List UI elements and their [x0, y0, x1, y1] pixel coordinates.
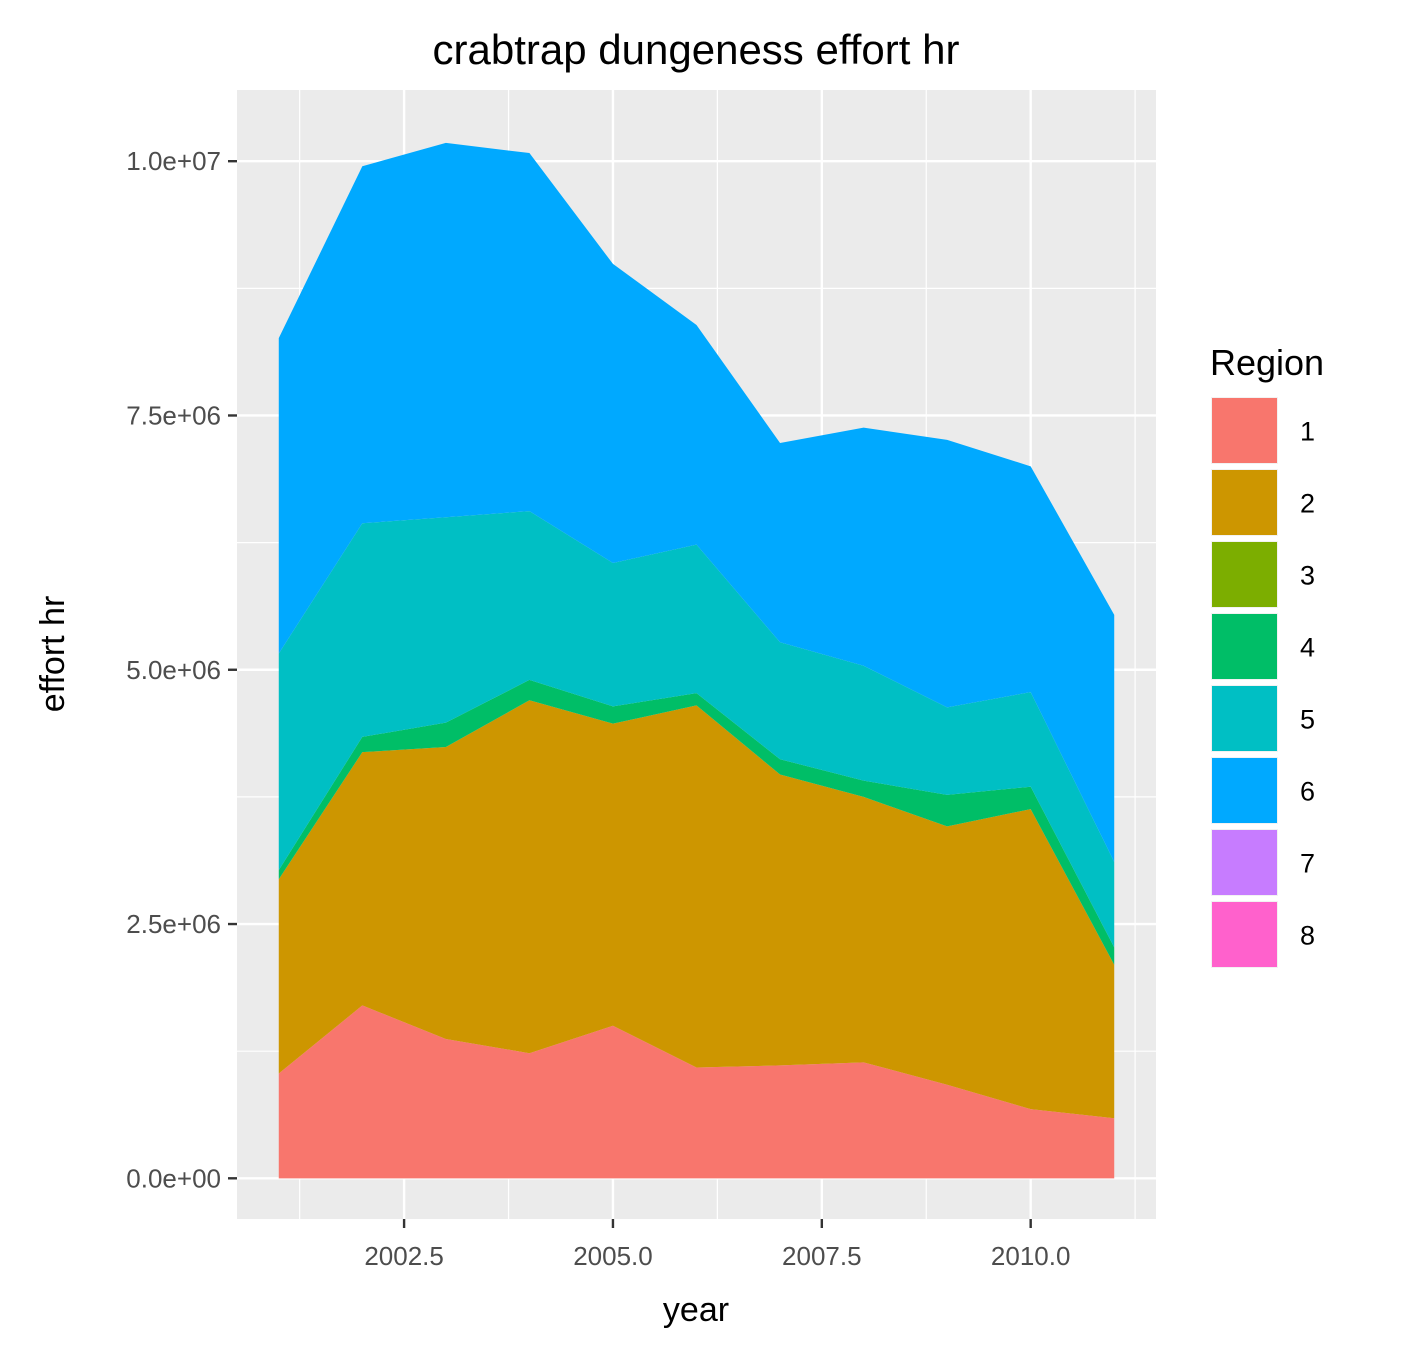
legend-label-region-2: 2 — [1300, 489, 1315, 519]
y-tick-label: 0.0e+00 — [126, 1163, 221, 1193]
chart-title: crabtrap dungeness effort hr — [433, 26, 960, 73]
legend-title: Region — [1210, 342, 1324, 383]
legend-items: 1 2 3 4 5 6 7 8 — [1211, 397, 1315, 968]
legend-label-region-8: 8 — [1300, 921, 1315, 951]
legend-swatch-region-2 — [1212, 470, 1277, 535]
legend-swatch-region-1 — [1212, 398, 1277, 463]
legend-label-region-3: 3 — [1300, 561, 1315, 591]
y-axis-title: effort hr — [34, 596, 72, 713]
y-tick-label: 1.0e+07 — [126, 146, 221, 176]
legend-label-region-1: 1 — [1300, 417, 1315, 447]
area-region-5 — [278, 511, 1115, 948]
stacked-areas — [278, 142, 1115, 1179]
area-region-1 — [278, 1005, 1115, 1179]
y-tick-label: 5.0e+06 — [126, 655, 221, 685]
area-region-6 — [278, 142, 1115, 862]
area-region-2 — [278, 700, 1115, 1119]
legend-swatch-region-4 — [1212, 614, 1277, 679]
x-tick-label: 2010.0 — [991, 1241, 1071, 1271]
legend-label-region-6: 6 — [1300, 777, 1315, 807]
y-tick-label: 2.5e+06 — [126, 909, 221, 939]
legend-label-region-7: 7 — [1300, 849, 1315, 879]
legend-swatch-region-6 — [1212, 758, 1277, 823]
x-axis: 2002.5 2005.0 2007.5 2010.0 — [364, 1219, 1070, 1271]
legend-label-region-4: 4 — [1300, 633, 1315, 663]
legend-swatch-region-7 — [1212, 830, 1277, 895]
area-region-4 — [278, 679, 1115, 965]
y-axis: 0.0e+00 2.5e+06 5.0e+06 7.5e+06 1.0e+07 — [126, 146, 237, 1193]
legend-swatch-region-3 — [1212, 542, 1277, 607]
legend-swatch-region-5 — [1212, 686, 1277, 751]
legend: Region 1 2 3 4 5 6 7 8 — [1210, 342, 1324, 968]
legend-label-region-5: 5 — [1300, 705, 1315, 735]
x-axis-title: year — [663, 1291, 729, 1329]
x-tick-label: 2002.5 — [364, 1241, 444, 1271]
legend-swatch-region-8 — [1212, 902, 1277, 967]
x-tick-label: 2007.5 — [782, 1241, 862, 1271]
y-tick-label: 7.5e+06 — [126, 400, 221, 430]
x-tick-label: 2005.0 — [573, 1241, 653, 1271]
